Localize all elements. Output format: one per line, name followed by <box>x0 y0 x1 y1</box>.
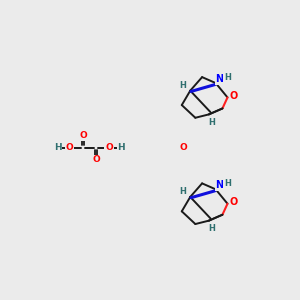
Text: O: O <box>230 91 238 101</box>
Text: H: H <box>179 187 186 196</box>
Text: O: O <box>92 155 100 164</box>
Text: N: N <box>215 181 223 190</box>
Text: O: O <box>79 131 87 140</box>
Text: O: O <box>66 143 74 152</box>
Text: O: O <box>230 197 238 207</box>
Text: H: H <box>118 143 125 152</box>
Text: H: H <box>208 224 214 233</box>
Text: H: H <box>179 81 186 90</box>
Text: H: H <box>54 143 61 152</box>
Text: H: H <box>224 179 231 188</box>
Text: O: O <box>105 143 113 152</box>
Text: H: H <box>224 73 231 82</box>
Text: O: O <box>179 143 187 152</box>
Text: N: N <box>215 74 223 84</box>
Text: H: H <box>208 118 214 127</box>
